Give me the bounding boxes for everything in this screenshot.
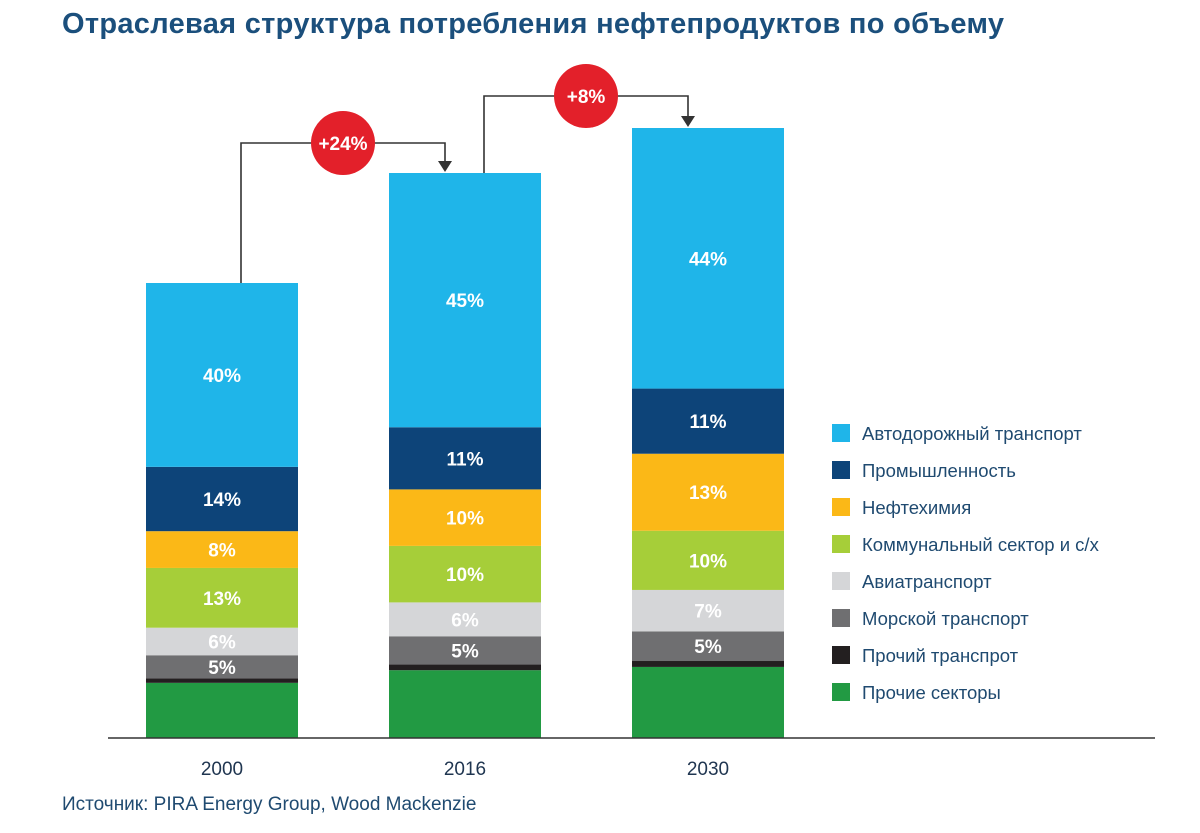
segment-label-2016-авиатранспорт: 6%	[451, 610, 479, 631]
legend-swatch-прочие-секторы	[832, 683, 850, 701]
bar-2030-автодорожный-транспорт	[632, 128, 784, 389]
source-note: Источник: PIRA Energy Group, Wood Macken…	[62, 794, 477, 815]
bars-group	[146, 128, 784, 738]
bar-2000-коммунальный-сектор-и-с-х	[146, 567, 298, 628]
segment-label-2030-автодорожный-транспорт: 44%	[689, 249, 727, 270]
bar-2030-коммунальный-сектор-и-с-х	[632, 530, 784, 590]
bar-2016-авиатранспорт	[389, 602, 541, 637]
bar-2016-нефтехимия	[389, 489, 541, 546]
legend-item-авиатранспорт: Авиатранспорт	[862, 571, 992, 592]
bar-2000-прочий-транспрот	[146, 678, 298, 683]
segment-label-2000-морской-транспорт: 5%	[208, 658, 236, 679]
legend-item-прочие-секторы: Прочие секторы	[862, 682, 1001, 703]
legend-item-прочий-транспрот: Прочий транспрот	[862, 645, 1019, 666]
segment-label-2000-коммунальный-сектор-и-с-х: 13%	[203, 589, 241, 610]
legend-item-автодорожный-транспорт: Автодорожный транспорт	[862, 423, 1082, 444]
change-badge-2016-2030	[554, 64, 618, 128]
change-badge-label: +8%	[567, 87, 606, 108]
bar-2016-коммунальный-сектор-и-с-х	[389, 545, 541, 603]
bar-2016-прочие-секторы	[389, 670, 541, 738]
x-tick-label-2030: 2030	[687, 759, 729, 780]
bar-2030-авиатранспорт	[632, 589, 784, 632]
legend-swatch-авиатранспорт	[832, 572, 850, 590]
legend-swatch-коммунальный-сектор-и-с-х	[832, 535, 850, 553]
bar-2016-прочий-транспрот	[389, 664, 541, 671]
segment-labels-group: 5% 6% 13% 8% 14% 40% 5% 6% 10% 10% 11% 45% 5% 7% 10% 13…	[203, 249, 727, 678]
segment-label-2000-промышленность: 14%	[203, 490, 241, 511]
legend-swatch-промышленность	[832, 461, 850, 479]
legend-swatch-нефтехимия	[832, 498, 850, 516]
bar-2000-прочие-секторы	[146, 682, 298, 738]
segment-label-2016-нефтехимия: 10%	[446, 509, 484, 530]
bar-2016-морской-транспорт	[389, 636, 541, 665]
bar-2030-морской-транспорт	[632, 631, 784, 662]
bar-2030-прочий-транспрот	[632, 661, 784, 667]
x-tick-label-2000: 2000	[201, 759, 243, 780]
segment-label-2000-авиатранспорт: 6%	[208, 632, 236, 653]
legend-item-коммунальный-сектор-и-с-х: Коммунальный сектор и с/х	[862, 534, 1100, 555]
bar-2000-авиатранспорт	[146, 627, 298, 656]
bar-2030-промышленность	[632, 388, 784, 454]
segment-label-2016-автодорожный-транспорт: 45%	[446, 291, 484, 312]
bar-2000-морской-транспорт	[146, 655, 298, 679]
segment-label-2016-коммунальный-сектор-и-с-х: 10%	[446, 565, 484, 586]
arrowhead-icon	[438, 161, 452, 172]
segment-label-2016-промышленность: 11%	[447, 449, 484, 470]
segment-label-2030-промышленность: 11%	[690, 412, 727, 433]
legend-swatch-автодорожный-транспорт	[832, 424, 850, 442]
legend-item-промышленность: Промышленность	[862, 460, 1016, 481]
x-tick-label-2016: 2016	[444, 759, 486, 780]
change-connectors-group: +24% +8%	[240, 64, 695, 283]
bar-2000-промышленность	[146, 466, 298, 532]
bar-2000-автодорожный-транспорт	[146, 283, 298, 467]
bar-2016-автодорожный-транспорт	[389, 173, 541, 428]
arrowhead-icon	[681, 116, 695, 127]
legend-swatch-прочий-транспрот	[832, 646, 850, 664]
x-tick-labels-group: 2000 2016 2030	[201, 759, 729, 780]
segment-label-2000-нефтехимия: 8%	[208, 541, 236, 562]
chart-title: Отраслевая структура потребления нефтепр…	[62, 8, 1005, 40]
bar-2030-нефтехимия	[632, 453, 784, 531]
legend-item-нефтехимия: Нефтехимия	[862, 497, 971, 518]
segment-label-2030-нефтехимия: 13%	[689, 483, 727, 504]
bar-2000-нефтехимия	[146, 531, 298, 568]
segment-label-2030-коммунальный-сектор-и-с-х: 10%	[689, 551, 727, 572]
legend: Автодорожный транспорт Промышленность Нефт…	[832, 423, 1100, 703]
segment-label-2000-автодорожный-транспорт: 40%	[203, 366, 241, 387]
bar-2016-промышленность	[389, 427, 541, 490]
legend-swatch-морской-транспорт	[832, 609, 850, 627]
bar-2030-прочие-секторы	[632, 666, 784, 738]
segment-label-2030-авиатранспорт: 7%	[694, 602, 722, 623]
segment-label-2016-морской-транспорт: 5%	[451, 641, 479, 662]
change-badge-label: +24%	[318, 134, 367, 155]
legend-item-морской-транспорт: Морской транспорт	[862, 608, 1029, 629]
change-badge-2000-2016	[311, 111, 375, 175]
segment-label-2030-морской-транспорт: 5%	[694, 637, 722, 658]
